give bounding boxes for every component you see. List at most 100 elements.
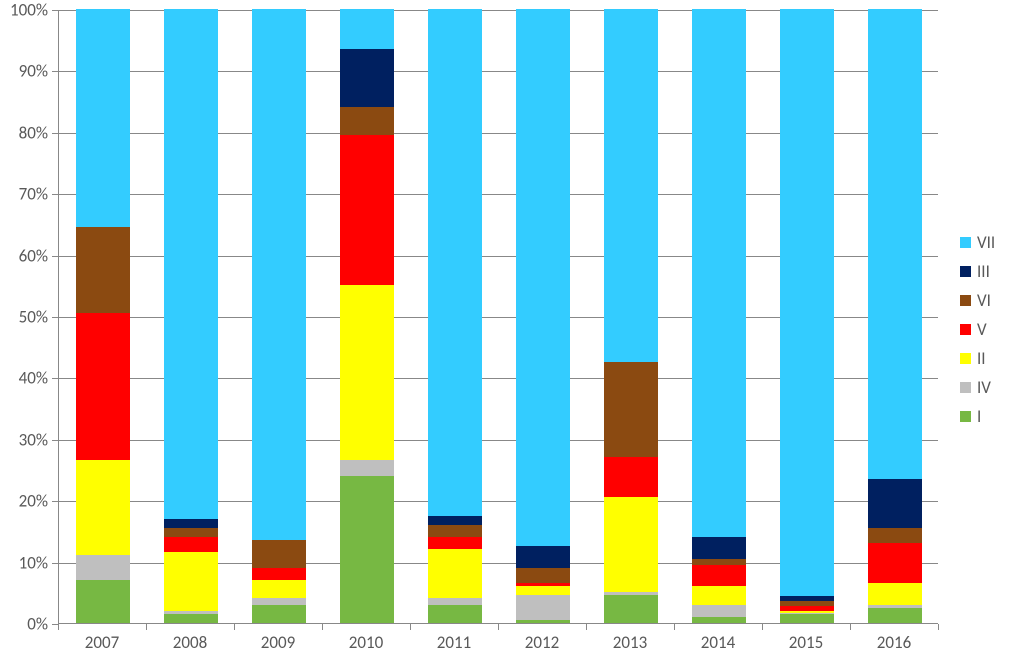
bar-segment-I (692, 617, 747, 623)
bar-segment-I (516, 620, 571, 623)
y-tick (52, 440, 58, 441)
y-tick (52, 133, 58, 134)
bar-segment-V (340, 135, 395, 285)
y-axis-label: 60% (0, 245, 48, 266)
legend-label: VI (977, 290, 991, 311)
bar-segment-V (868, 543, 923, 583)
bar-segment-VII (76, 9, 131, 227)
x-tick (146, 624, 147, 630)
y-tick (52, 563, 58, 564)
bar (868, 9, 923, 623)
y-axis-label: 0% (0, 614, 48, 635)
y-axis-label: 90% (0, 61, 48, 82)
y-tick (52, 256, 58, 257)
bar (604, 9, 659, 623)
bar (76, 9, 131, 623)
x-axis-label: 2007 (85, 632, 119, 653)
bar-segment-I (604, 595, 659, 623)
bar-segment-III (340, 49, 395, 107)
bar-segment-V (76, 313, 131, 460)
x-axis-label: 2009 (261, 632, 295, 653)
bar-segment-I (76, 580, 131, 623)
bar-segment-III (868, 479, 923, 528)
legend: VIIIIIVIVIIIVI (960, 232, 995, 435)
bar-segment-III (164, 519, 219, 528)
legend-item: I (960, 406, 995, 427)
bar-segment-V (252, 568, 307, 580)
bar-segment-VII (516, 9, 571, 546)
legend-item: VI (960, 290, 995, 311)
bar (692, 9, 747, 623)
bar-segment-VII (604, 9, 659, 362)
bar (252, 9, 307, 623)
y-axis-label: 30% (0, 429, 48, 450)
x-axis-label: 2011 (437, 632, 471, 653)
bar-segment-IV (76, 555, 131, 580)
x-tick (850, 624, 851, 630)
bar-segment-II (340, 285, 395, 460)
x-tick (586, 624, 587, 630)
bar-segment-II (428, 549, 483, 598)
bar-segment-I (428, 605, 483, 623)
y-axis-label: 20% (0, 491, 48, 512)
bar (428, 9, 483, 623)
legend-item: V (960, 319, 995, 340)
bar-segment-V (692, 565, 747, 586)
x-axis-label: 2010 (349, 632, 383, 653)
x-tick (234, 624, 235, 630)
x-axis-label: 2008 (173, 632, 207, 653)
legend-item: VII (960, 232, 995, 253)
bar-segment-II (164, 552, 219, 610)
legend-swatch (960, 411, 971, 422)
bar-segment-VII (780, 9, 835, 596)
legend-label: III (977, 261, 990, 282)
x-tick (674, 624, 675, 630)
x-axis-label: 2013 (613, 632, 647, 653)
legend-label: I (977, 406, 981, 427)
bar-segment-VI (428, 525, 483, 537)
bar-segment-VI (868, 528, 923, 543)
x-tick (938, 624, 939, 630)
bar-segment-VI (604, 362, 659, 457)
legend-swatch (960, 237, 971, 248)
bar (164, 9, 219, 623)
bar-segment-V (604, 457, 659, 497)
bar-segment-VII (428, 9, 483, 516)
y-axis-label: 100% (0, 0, 48, 21)
x-axis-label: 2012 (525, 632, 559, 653)
bar-segment-I (780, 614, 835, 623)
x-axis-label: 2016 (877, 632, 911, 653)
x-tick (498, 624, 499, 630)
bar-segment-III (428, 516, 483, 525)
legend-item: III (960, 261, 995, 282)
bar-segment-I (868, 608, 923, 623)
x-tick (322, 624, 323, 630)
legend-label: V (977, 319, 987, 340)
y-tick (52, 71, 58, 72)
y-axis-label: 50% (0, 307, 48, 328)
chart-container: VIIIIIVIVIIIVI 0%10%20%30%40%50%60%70%80… (0, 0, 1024, 663)
y-axis-label: 10% (0, 552, 48, 573)
legend-swatch (960, 353, 971, 364)
bar-segment-II (252, 580, 307, 598)
x-tick (762, 624, 763, 630)
bar-segment-VI (516, 568, 571, 583)
y-tick (52, 194, 58, 195)
bar-segment-I (164, 614, 219, 623)
bar-segment-III (692, 537, 747, 558)
legend-label: II (977, 348, 986, 369)
bar-segment-II (692, 586, 747, 604)
bar-segment-III (516, 546, 571, 567)
bar-segment-VII (692, 9, 747, 537)
legend-item: IV (960, 377, 995, 398)
bar-segment-VII (868, 9, 923, 479)
bar-segment-II (868, 583, 923, 604)
x-tick (58, 624, 59, 630)
legend-swatch (960, 382, 971, 393)
bar-segment-II (604, 497, 659, 592)
bar-segment-V (164, 537, 219, 552)
bar-segment-II (76, 460, 131, 555)
x-axis-label: 2014 (701, 632, 735, 653)
plot-area (58, 10, 938, 624)
bar-segment-I (252, 605, 307, 623)
